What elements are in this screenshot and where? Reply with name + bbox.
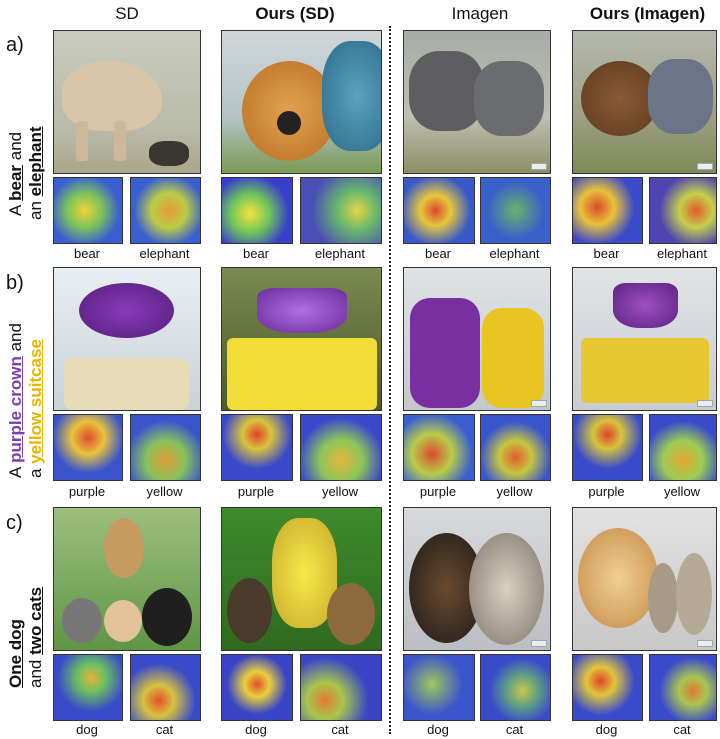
prompt-b: A purple crown and: [6, 323, 25, 478]
heatmap-ours-imagen-yellow: [649, 414, 717, 481]
prompt-c: One dog: [6, 619, 25, 688]
token-label-ours-imagen-bear: bear: [593, 246, 620, 261]
heatmap-sd-cat: [130, 654, 201, 721]
heatmap-imagen-dog: [403, 654, 475, 721]
token-label-sd-bear: bear: [73, 246, 101, 261]
image-sd-crown-suitcase: [53, 267, 201, 411]
image-ours-imagen-dog-cats: [572, 507, 717, 651]
token-label-ours-imagen-dog: dog: [595, 722, 618, 737]
image-ours-sd-crown-suitcase: [221, 267, 382, 411]
header-ours-sd: Ours (SD): [255, 4, 335, 23]
image-sd-bear-elephant: [53, 30, 201, 174]
image-imagen-dog-cats: [403, 507, 551, 651]
column-divider: [389, 26, 391, 734]
token-label-ours-imagen-cat: cat: [673, 722, 691, 737]
token-label-ours-imagen-purple: purple: [588, 484, 625, 499]
row-letter-a: a): [6, 34, 24, 56]
token-label-sd-cat: cat: [155, 722, 174, 737]
heatmap-sd-dog: [53, 654, 123, 721]
token-label-imagen-dog: dog: [427, 722, 449, 737]
image-imagen-crown-suitcase: [403, 267, 551, 411]
heatmap-imagen-elephant: [480, 177, 551, 244]
header-sd: SD: [115, 4, 139, 23]
image-ours-sd-bear-elephant: [221, 30, 382, 174]
image-ours-imagen-crown-suitcase: [572, 267, 717, 411]
token-label-ours-imagen-yellow: yellow: [663, 484, 701, 499]
heatmap-ours-sd-purple: [221, 414, 293, 481]
heatmap-imagen-cat: [480, 654, 551, 721]
prompt-c-line2: and two cats: [26, 586, 45, 688]
heatmap-ours-sd-bear: [221, 177, 293, 244]
heatmap-ours-imagen-elephant: [649, 177, 717, 244]
prompt-a-line2: an elephant: [26, 126, 45, 220]
heatmap-sd-purple: [53, 414, 123, 481]
header-imagen: Imagen: [451, 4, 509, 23]
heatmap-ours-sd-elephant: [300, 177, 382, 244]
token-label-sd-yellow: yellow: [146, 484, 183, 499]
token-label-ours-sd-purple: purple: [237, 484, 275, 499]
image-imagen-bear-elephant: [403, 30, 551, 174]
heatmap-imagen-purple: [403, 414, 475, 481]
row-letter-b: b): [6, 272, 24, 294]
token-label-imagen-elephant: elephant: [489, 246, 540, 261]
token-label-ours-sd-yellow: yellow: [321, 484, 359, 499]
token-label-sd-dog: dog: [76, 722, 98, 737]
token-label-sd-elephant: elephant: [139, 246, 190, 261]
heatmap-imagen-yellow: [480, 414, 551, 481]
heatmap-ours-imagen-purple: [572, 414, 643, 481]
token-label-ours-imagen-elephant: elephant: [657, 246, 707, 261]
image-sd-dog-cats: [53, 507, 201, 651]
token-label-ours-sd-dog: dog: [245, 722, 267, 737]
heatmap-ours-imagen-bear: [572, 177, 643, 244]
heatmap-imagen-bear: [403, 177, 475, 244]
image-ours-sd-dog-cats: [221, 507, 382, 651]
token-label-imagen-purple: purple: [419, 484, 457, 499]
prompt-b-line2: a yellow suitcase: [26, 339, 45, 478]
token-label-ours-sd-cat: cat: [331, 722, 349, 737]
heatmap-sd-elephant: [130, 177, 201, 244]
token-label-imagen-yellow: yellow: [496, 484, 533, 499]
heatmap-sd-yellow: [130, 414, 201, 481]
heatmap-ours-sd-yellow: [300, 414, 382, 481]
heatmap-ours-imagen-cat: [649, 654, 717, 721]
header-ours-imagen: Ours (Imagen): [589, 4, 706, 23]
row-letter-c: c): [6, 512, 23, 534]
heatmap-ours-sd-dog: [221, 654, 293, 721]
heatmap-sd-bear: [53, 177, 123, 244]
heatmap-ours-sd-cat: [300, 654, 382, 721]
token-label-sd-purple: purple: [68, 484, 106, 499]
heatmap-ours-imagen-dog: [572, 654, 643, 721]
token-label-ours-sd-elephant: elephant: [315, 246, 365, 261]
prompt-a: A bear and: [6, 131, 25, 216]
image-ours-imagen-bear-elephant: [572, 30, 717, 174]
token-label-ours-sd-bear: bear: [242, 246, 270, 261]
token-label-imagen-cat: cat: [505, 722, 524, 737]
token-label-imagen-bear: bear: [424, 246, 452, 261]
